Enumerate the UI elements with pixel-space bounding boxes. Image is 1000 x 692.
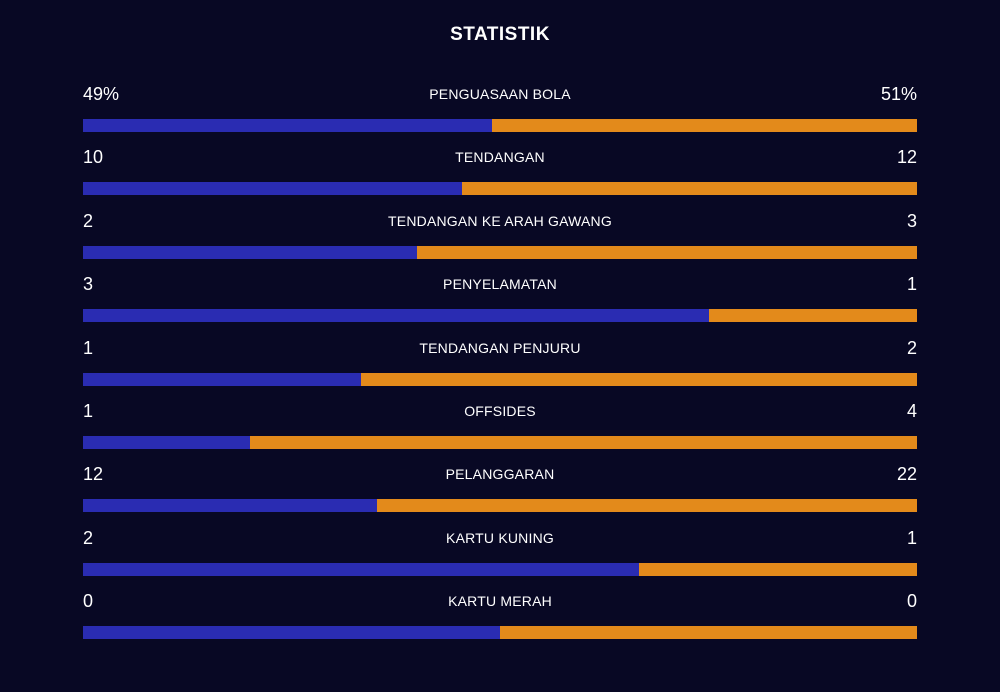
comparison-bar xyxy=(83,119,917,132)
stat-label: PELANGGARAN xyxy=(445,466,555,483)
stat-label: PENGUASAAN BOLA xyxy=(429,86,571,102)
home-value: 0 xyxy=(83,591,94,612)
away-value: 2 xyxy=(906,337,917,358)
comparison-bar xyxy=(83,562,917,576)
home-bar-fill xyxy=(83,626,500,640)
stat-label: TENDANGAN xyxy=(455,149,545,166)
stat-row-saves: 3 PENYELAMATAN 1 xyxy=(83,270,917,333)
home-value: 2 xyxy=(83,210,94,231)
stat-row-fouls: 12 PELANGGARAN 22 xyxy=(83,460,917,523)
stat-row-possession: 49% PENGUASAAN BOLA 51% xyxy=(83,80,917,143)
away-value: 51% xyxy=(880,84,917,104)
stat-row-shots: 10 TENDANGAN 12 xyxy=(83,143,917,206)
away-value: 3 xyxy=(906,210,917,231)
statistics-list: 49% PENGUASAAN BOLA 51% 10 TENDANGAN 12 … xyxy=(83,80,917,651)
away-value: 12 xyxy=(896,147,917,168)
stat-row-offsides: 1 OFFSIDES 4 xyxy=(83,397,917,460)
stat-label: KARTU MERAH xyxy=(448,593,552,610)
away-value: 0 xyxy=(906,591,917,612)
comparison-bar xyxy=(83,182,917,196)
home-bar-fill xyxy=(83,182,463,196)
stat-row-red-cards: 0 KARTU MERAH 0 xyxy=(83,587,917,650)
home-bar-fill xyxy=(83,372,361,386)
stat-row-shots-on-target: 2 TENDANGAN KE ARAH GAWANG 3 xyxy=(83,207,917,270)
stat-label: KARTU KUNING xyxy=(446,529,554,546)
home-value: 3 xyxy=(83,274,94,295)
home-bar-fill xyxy=(83,245,417,259)
home-value: 1 xyxy=(83,337,94,358)
away-value: 1 xyxy=(906,274,917,295)
home-bar-fill xyxy=(83,499,378,513)
stat-row-corners: 1 TENDANGAN PENJURU 2 xyxy=(83,334,917,397)
home-value: 10 xyxy=(83,147,104,168)
stat-label: TENDANGAN KE ARAH GAWANG xyxy=(388,212,612,229)
home-value: 12 xyxy=(83,464,104,485)
stat-label: PENYELAMATAN xyxy=(443,276,557,293)
home-bar-fill xyxy=(83,119,492,132)
comparison-bar xyxy=(83,372,917,386)
home-value: 2 xyxy=(83,527,94,548)
stat-label: OFFSIDES xyxy=(464,402,536,419)
home-value: 1 xyxy=(83,400,94,421)
stat-row-yellow-cards: 2 KARTU KUNING 1 xyxy=(83,524,917,587)
comparison-bar xyxy=(83,245,917,259)
home-value: 49% xyxy=(83,84,120,104)
away-value: 22 xyxy=(896,464,917,485)
home-bar-fill xyxy=(83,435,250,449)
comparison-bar xyxy=(83,626,917,640)
comparison-bar xyxy=(83,435,917,449)
away-value: 1 xyxy=(906,527,917,548)
home-bar-fill xyxy=(83,562,640,576)
home-bar-fill xyxy=(83,309,709,323)
comparison-bar xyxy=(83,309,917,323)
away-value: 4 xyxy=(906,400,917,421)
comparison-bar xyxy=(83,499,917,513)
statistics-title: STATISTIK xyxy=(450,24,550,45)
stat-label: TENDANGAN PENJURU xyxy=(419,339,581,356)
